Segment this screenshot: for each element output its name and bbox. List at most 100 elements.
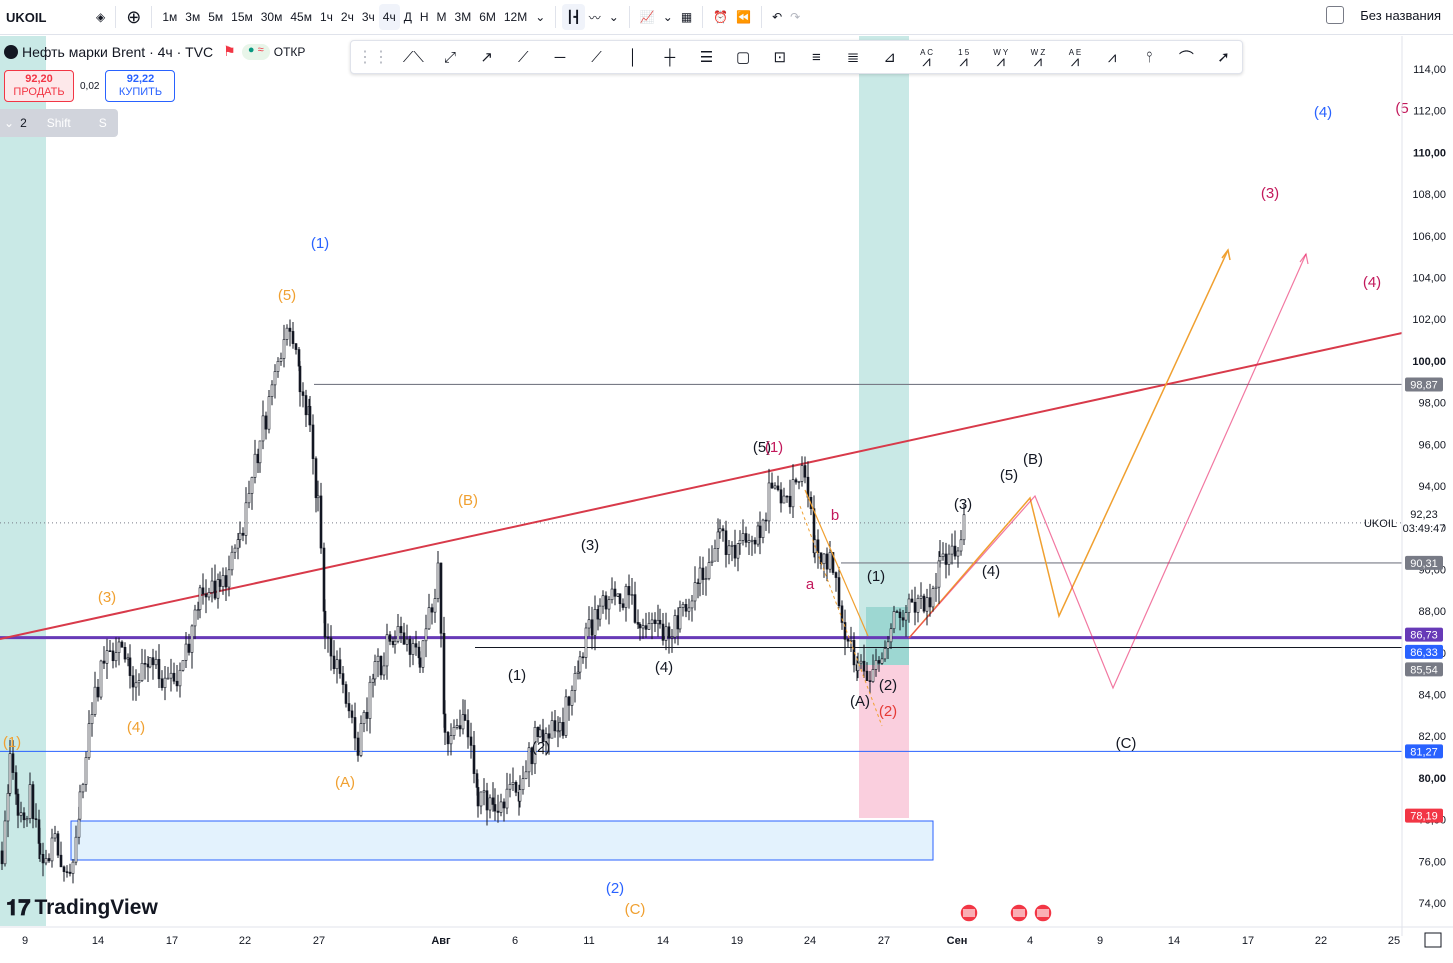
long-position-icon[interactable]: ⫯ <box>1146 48 1153 66</box>
wave-label: (3) <box>581 537 599 554</box>
redo-icon[interactable]: ↷ <box>790 10 801 24</box>
interval-14[interactable]: 6М <box>479 10 496 24</box>
sell-label: ПРОДАТЬ <box>13 86 65 98</box>
templates-icon[interactable]: ▦ <box>680 10 693 24</box>
candle-body <box>216 579 220 599</box>
candle-body <box>19 812 23 816</box>
interval-13[interactable]: 3М <box>454 10 472 24</box>
interval-3[interactable]: 15м <box>231 10 253 24</box>
layout-name-label[interactable]: Без названия <box>1360 7 1441 23</box>
symbol-menu-icon[interactable]: ◈ <box>96 10 106 24</box>
candle-body <box>466 720 470 738</box>
elliott-wxy-icon[interactable]: W Y ⩘ <box>982 44 1019 70</box>
replay-icon[interactable]: ⏪ <box>736 10 752 24</box>
candle-body <box>638 623 642 629</box>
symbol-name[interactable]: UKOIL <box>6 9 47 25</box>
interval-5[interactable]: 45м <box>290 10 312 24</box>
interval-4[interactable]: 30м <box>260 10 283 24</box>
s-key[interactable]: S <box>98 116 107 130</box>
interval-11[interactable]: Н <box>419 10 429 24</box>
interval-10[interactable]: Д <box>403 10 412 24</box>
candle-body <box>175 680 179 687</box>
fib-channel-icon[interactable]: ≣ <box>846 49 860 66</box>
parallel-channel-icon[interactable]: ☰ <box>699 49 714 66</box>
chevron-down-icon[interactable]: ⌄ <box>4 116 15 130</box>
shift-key[interactable]: Shift <box>46 116 71 130</box>
interval-6[interactable]: 1ч <box>319 10 333 24</box>
price-chart[interactable]: (1)(5)(3)(4)(1)(A)(B)(2)(C)(1)(2)(3)(4)(… <box>0 36 1453 963</box>
candle-body <box>773 485 777 489</box>
candle-body <box>77 818 81 838</box>
candle-body <box>59 854 63 868</box>
interval-12[interactable]: М <box>436 10 447 24</box>
candle-body <box>469 736 473 746</box>
price-label-bg <box>1405 744 1443 759</box>
cross-line-icon[interactable]: ┼ <box>664 48 676 66</box>
candle-body <box>34 818 38 821</box>
interval-15[interactable]: 12М <box>503 10 528 24</box>
price-label-bg <box>1405 662 1443 677</box>
symbol-search[interactable]: UKOIL <box>2 4 122 30</box>
indicators-dropdown-icon[interactable]: ⌄ <box>662 10 673 24</box>
candle-body <box>253 453 257 478</box>
arrow-icon[interactable]: ↗ <box>480 49 493 66</box>
sell-price: 92,20 <box>25 73 53 85</box>
undo-icon[interactable]: ↶ <box>772 10 783 24</box>
elliott-wxyxz-icon[interactable]: W Z ⩘ <box>1019 44 1056 70</box>
candle-body <box>368 681 372 719</box>
candle-body <box>553 720 557 732</box>
rays-icon[interactable]: ⤢ <box>443 48 456 66</box>
candle-body <box>382 665 386 676</box>
head-shoulders-icon[interactable]: ⩘ <box>1107 48 1117 66</box>
alert-icon[interactable]: ⏰ <box>713 10 729 24</box>
indicators-icon[interactable]: 📈 <box>639 10 655 24</box>
drag-handle-icon[interactable]: ⋮⋮ <box>357 49 389 66</box>
candle-body <box>326 636 330 639</box>
interval-dropdown-icon[interactable]: ⌄ <box>535 10 546 24</box>
brush-icon[interactable]: ⌒ <box>1178 49 1194 67</box>
sell-button[interactable]: 92,20 ПРОДАТЬ <box>4 70 74 102</box>
candle-body <box>430 607 434 613</box>
text-note-icon[interactable]: ⊡ <box>773 49 787 66</box>
horizontal-ray-icon[interactable]: ─ <box>554 48 566 66</box>
tradingview-logo[interactable]: 𝟏𝟕 TradingView <box>6 895 158 921</box>
mini-count[interactable]: 2 <box>20 116 27 130</box>
chart-type-dropdown-icon[interactable]: ⌄ <box>608 10 619 24</box>
buy-button[interactable]: 92,22 КУПИТЬ <box>105 70 176 102</box>
layout-name[interactable]: Без названия <box>1326 6 1441 24</box>
candle-body <box>707 562 711 579</box>
arrow-marker-icon[interactable]: ➚ <box>1217 49 1230 66</box>
candles-icon[interactable]: ┃┫ <box>562 4 585 30</box>
interval-0[interactable]: 1м <box>162 10 178 24</box>
candle-body <box>294 343 298 350</box>
interval-9[interactable]: 4ч <box>378 4 400 30</box>
wave-label: (4) <box>1314 104 1332 121</box>
candle-body <box>871 669 875 682</box>
gann-fan-icon[interactable]: ⊿ <box>883 49 896 66</box>
candle-body <box>96 686 100 698</box>
price-label-bg <box>1405 808 1443 823</box>
polyline-icon[interactable]: ⟋⟍ <box>402 48 424 66</box>
candle-body <box>886 641 890 649</box>
candle-body <box>154 658 158 666</box>
rectangle-icon[interactable]: ▢ <box>735 49 751 66</box>
candle-body <box>840 605 844 623</box>
elliott-impulse-icon[interactable]: 1 5 ⩘ <box>945 44 982 70</box>
vertical-line-icon[interactable]: │ <box>628 48 638 66</box>
interval-8[interactable]: 3ч <box>361 10 375 24</box>
extended-line-icon[interactable]: ⟋ <box>591 48 602 66</box>
layout-checkbox[interactable] <box>1326 6 1345 24</box>
interval-7[interactable]: 2ч <box>340 10 354 24</box>
interval-1[interactable]: 3м <box>185 10 201 24</box>
interval-2[interactable]: 5м <box>208 10 224 24</box>
fib-retracement-icon[interactable]: ≡ <box>811 48 821 66</box>
elliott-triangle-icon[interactable]: A E ⩘ <box>1056 44 1093 70</box>
compare-icon[interactable]: ⊕ <box>126 6 142 27</box>
candle-body <box>788 495 792 508</box>
candle-body <box>148 657 152 668</box>
abc-pattern-icon[interactable]: A C ⩘ <box>908 44 945 70</box>
legend-title[interactable]: Нефть марки Brent · 4ч · TVC <box>22 43 214 60</box>
line-chart-icon[interactable]: 〰 <box>588 10 601 25</box>
trend-angle-icon[interactable]: ⟋ <box>517 48 529 66</box>
candle-body <box>443 713 447 733</box>
